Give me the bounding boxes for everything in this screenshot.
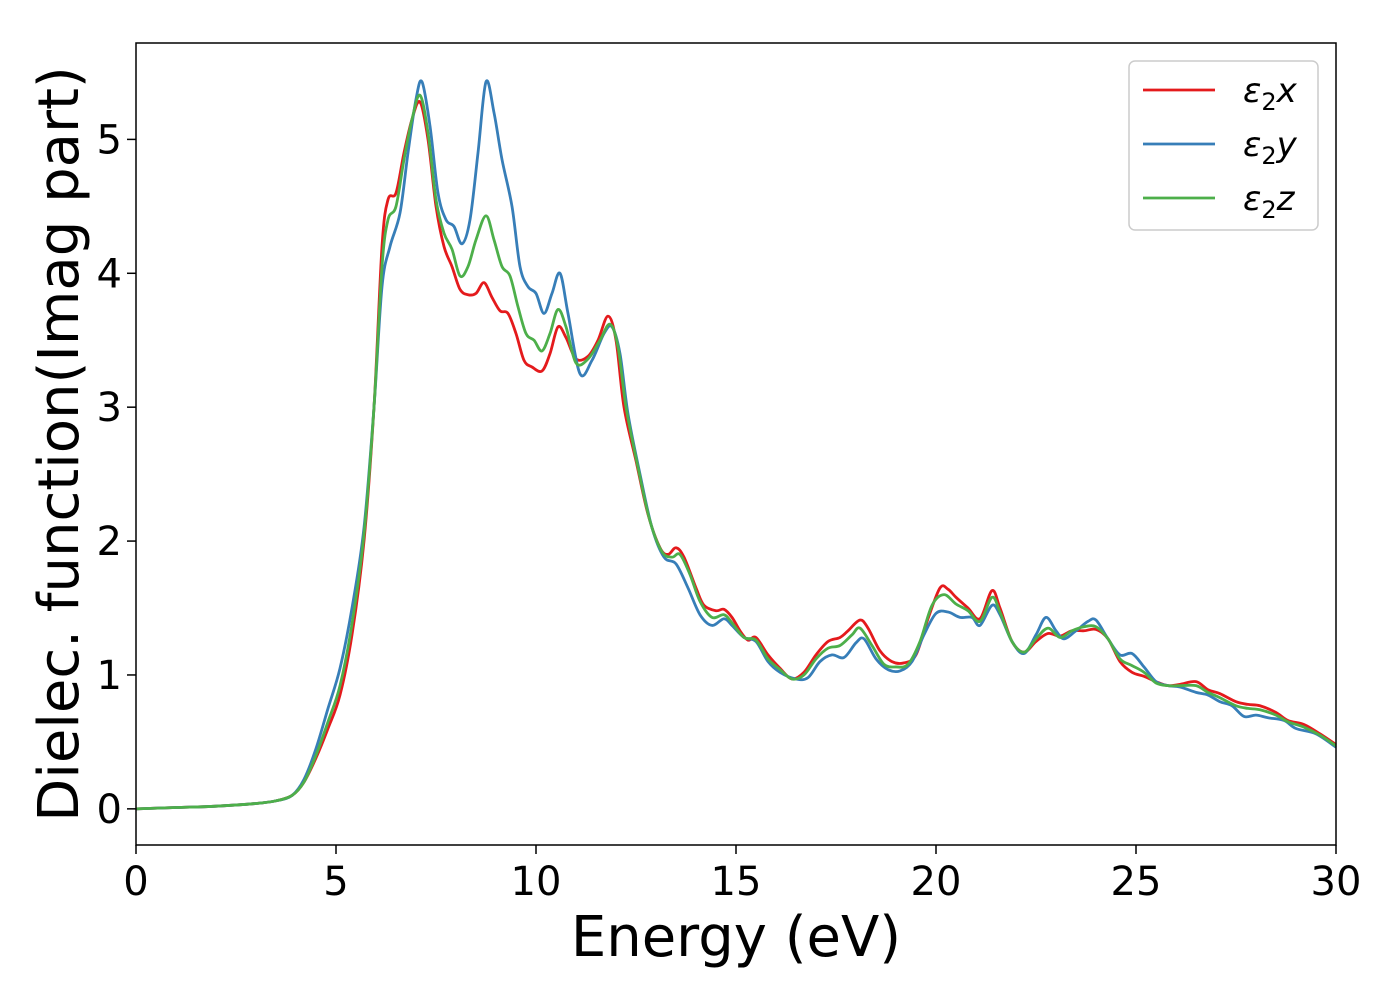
x-axis-label: Energy (eV) [571, 905, 901, 970]
y-axis-label: Dielec. function(Imag part) [27, 66, 92, 822]
x-tick-label: 5 [323, 859, 348, 905]
series-line-z [135, 93, 1337, 811]
x-tick-label: 20 [911, 859, 962, 905]
y-tick-label: 2 [97, 519, 122, 565]
x-tick-label: 30 [1311, 859, 1362, 905]
x-tick-label: 15 [711, 859, 762, 905]
x-axis-ticks: 0 5 10 15 20 25 30 [123, 845, 1361, 905]
legend-label-y: ε2y [1243, 125, 1298, 170]
legend: ε2x ε2y ε2z [1128, 60, 1319, 231]
chart-curves [135, 79, 1337, 811]
y-tick-label: 4 [97, 251, 122, 297]
x-tick-label: 10 [511, 859, 562, 905]
y-tick-label: 0 [97, 787, 122, 833]
y-tick-label: 3 [97, 385, 122, 431]
x-tick-label: 0 [123, 859, 148, 905]
legend-label-z: ε2z [1243, 179, 1296, 224]
y-axis-ticks: 0 1 2 3 4 5 [97, 117, 136, 833]
x-tick-label: 25 [1111, 859, 1162, 905]
y-tick-label: 5 [97, 117, 122, 163]
legend-box [1128, 60, 1319, 231]
y-tick-label: 1 [97, 653, 122, 699]
legend-label-x: ε2x [1243, 71, 1298, 116]
